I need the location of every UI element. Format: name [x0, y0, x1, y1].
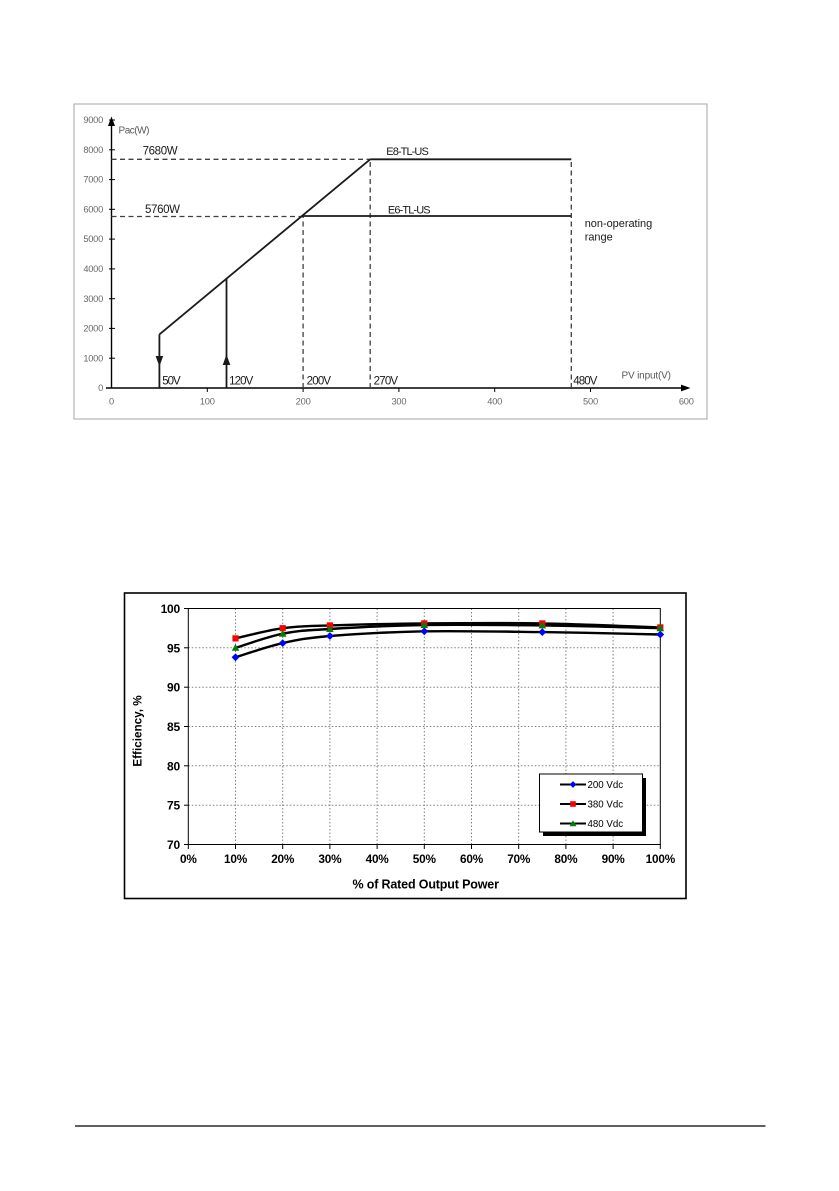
svg-text:95: 95	[167, 641, 180, 655]
svg-text:300: 300	[391, 396, 406, 406]
svg-text:E6-TL-US: E6-TL-US	[388, 204, 431, 216]
svg-text:90%: 90%	[602, 852, 626, 866]
svg-text:500: 500	[583, 396, 598, 406]
svg-text:4000: 4000	[83, 264, 103, 274]
svg-text:80%: 80%	[554, 852, 578, 866]
svg-text:200V: 200V	[307, 376, 332, 388]
svg-text:200 Vdc: 200 Vdc	[588, 780, 624, 791]
svg-text:60%: 60%	[460, 852, 484, 866]
svg-text:50V: 50V	[162, 376, 181, 388]
svg-text:400: 400	[487, 396, 502, 406]
svg-text:100: 100	[161, 602, 181, 616]
svg-text:480 Vdc: 480 Vdc	[588, 819, 624, 830]
svg-text:7680W: 7680W	[143, 146, 178, 158]
svg-text:5000: 5000	[83, 234, 103, 244]
svg-text:200: 200	[296, 396, 311, 406]
svg-text:E8-TL-US: E8-TL-US	[386, 146, 429, 158]
svg-text:3000: 3000	[83, 294, 103, 304]
svg-text:70: 70	[167, 838, 180, 852]
svg-text:1000: 1000	[83, 353, 103, 363]
svg-text:PV input(V): PV input(V)	[622, 371, 672, 382]
svg-text:range: range	[585, 232, 613, 244]
svg-text:8000: 8000	[83, 145, 103, 155]
svg-text:480V: 480V	[573, 376, 597, 388]
svg-text:90: 90	[167, 681, 180, 695]
svg-text:30%: 30%	[318, 852, 342, 866]
svg-text:% of Rated Output Power: % of Rated Output Power	[352, 878, 499, 892]
svg-text:80: 80	[167, 759, 180, 773]
svg-text:120V: 120V	[229, 376, 254, 388]
svg-text:70%: 70%	[507, 852, 531, 866]
svg-text:20%: 20%	[271, 852, 295, 866]
svg-text:100: 100	[200, 396, 215, 406]
svg-text:6000: 6000	[83, 205, 103, 215]
svg-text:0: 0	[109, 396, 114, 406]
svg-text:9000: 9000	[83, 115, 103, 125]
svg-text:0%: 0%	[180, 852, 197, 866]
svg-text:270V: 270V	[374, 376, 399, 388]
svg-text:5760W: 5760W	[145, 204, 180, 216]
svg-text:100%: 100%	[646, 852, 676, 866]
svg-text:380 Vdc: 380 Vdc	[588, 799, 624, 810]
svg-text:Efficiency, %: Efficiency, %	[132, 695, 145, 767]
svg-text:50%: 50%	[413, 852, 437, 866]
svg-text:Pac(W): Pac(W)	[119, 126, 150, 137]
svg-text:7000: 7000	[83, 175, 103, 185]
svg-text:600: 600	[679, 396, 694, 406]
svg-text:85: 85	[167, 720, 180, 734]
svg-text:10%: 10%	[224, 852, 248, 866]
svg-text:0: 0	[98, 383, 103, 393]
svg-text:non-operating: non-operating	[585, 218, 653, 230]
svg-text:75: 75	[167, 799, 180, 813]
svg-text:40%: 40%	[366, 852, 390, 866]
svg-text:2000: 2000	[83, 324, 103, 334]
